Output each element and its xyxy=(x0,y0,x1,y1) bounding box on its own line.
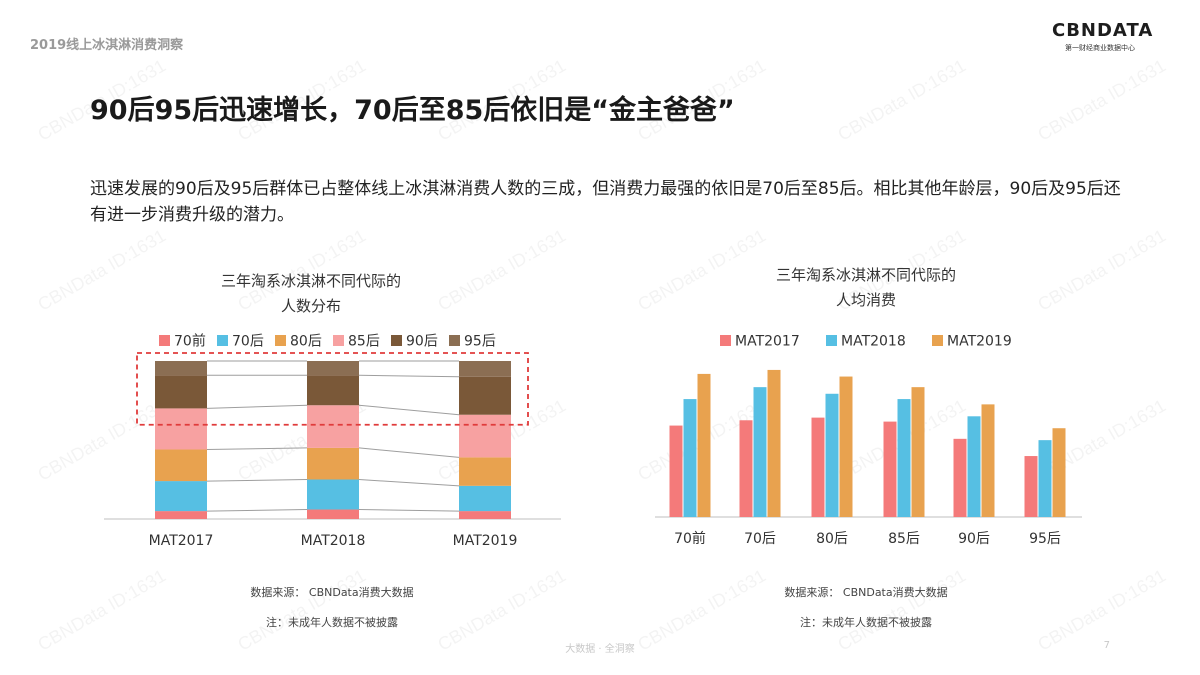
bar xyxy=(669,425,683,517)
legend-swatch xyxy=(333,335,344,346)
x-tick-label: MAT2017 xyxy=(149,533,214,549)
stacked-bar-segment xyxy=(155,408,207,450)
bar xyxy=(753,387,767,517)
bar xyxy=(1038,440,1052,517)
bar xyxy=(1024,456,1038,517)
left-source-note: 数据来源： CBNData消费大数据 xyxy=(250,585,413,599)
x-tick-label: 70前 xyxy=(674,530,706,547)
legend-label: MAT2018 xyxy=(841,334,906,350)
bar xyxy=(883,421,897,517)
legend-swatch xyxy=(275,335,286,346)
legend-label: MAT2019 xyxy=(947,334,1012,350)
footer-slogan: 大数据 · 全洞察 xyxy=(565,644,635,655)
left-chart-legend: 70前 70后 80后 85后 90后 95后 xyxy=(159,333,496,350)
legend-swatch xyxy=(449,335,460,346)
bar xyxy=(839,376,853,517)
segment-connector-line xyxy=(358,374,460,378)
segment-connector-line xyxy=(358,404,460,416)
slide-headline: 90后95后迅速增长，70后至85后依旧是“金主爸爸” xyxy=(90,95,735,126)
legend-swatch xyxy=(826,335,837,346)
stacked-bar-segment xyxy=(155,375,207,409)
legend-label: 95后 xyxy=(464,334,496,350)
segment-connector-line xyxy=(206,479,308,482)
right-chart-title-line1: 三年淘系冰淇淋不同代际的 xyxy=(776,266,956,284)
right-source-note: 数据来源： CBNData消费大数据 xyxy=(784,585,947,599)
stacked-bar-segment xyxy=(459,457,511,486)
stacked-bar-segment xyxy=(459,485,511,512)
bar xyxy=(697,373,711,517)
logo-subtitle: 第一财经商业数据中心 xyxy=(1065,44,1135,52)
bar xyxy=(967,416,981,517)
segment-connector-line xyxy=(206,447,308,450)
right-chart-title-line2: 人均消费 xyxy=(836,291,896,309)
legend-swatch xyxy=(159,335,170,346)
legend-label: 80后 xyxy=(290,334,322,350)
bar xyxy=(739,420,753,517)
bar xyxy=(825,393,839,517)
cbndata-logo: CBNDATA 第一财经商业数据中心 xyxy=(1052,20,1154,53)
highlight-box xyxy=(136,352,529,426)
stacked-bar-segment xyxy=(459,376,511,415)
x-tick-label: MAT2019 xyxy=(453,533,518,549)
segment-connector-line xyxy=(358,509,460,512)
right-grouped-bar-chart: 70前 70后 80后 85后 90后 95后 xyxy=(655,369,1082,547)
segment-connector-line xyxy=(206,509,308,512)
bar xyxy=(1052,428,1066,517)
segment-connector-line xyxy=(358,447,460,458)
left-chart-title-line2: 人数分布 xyxy=(281,297,341,315)
legend-label: 70前 xyxy=(174,333,206,350)
stacked-bar-segment xyxy=(155,511,207,519)
stacked-bar-segment xyxy=(307,361,359,376)
legend-label: 85后 xyxy=(348,334,380,350)
slide-description: 迅速发展的90后及95后群体已占整体线上冰淇淋消费人数的三成，但消费力最强的依旧… xyxy=(90,179,1121,225)
page-number: 7 xyxy=(1103,640,1110,651)
legend-swatch xyxy=(391,335,402,346)
right-chart-legend: MAT2017 MAT2018 MAT2019 xyxy=(720,334,1012,350)
stacked-bar-segment xyxy=(307,479,359,510)
bar xyxy=(897,399,911,517)
x-tick-label: 70后 xyxy=(744,531,776,547)
bar xyxy=(981,404,995,517)
stacked-bar-segment xyxy=(307,375,359,406)
stacked-bar-segment xyxy=(459,361,511,377)
bar xyxy=(911,387,925,517)
x-tick-label: 85后 xyxy=(888,531,920,547)
legend-swatch xyxy=(217,335,228,346)
stacked-bar-segment xyxy=(459,414,511,458)
bar xyxy=(811,417,825,517)
legend-label: 70后 xyxy=(232,334,264,350)
bar xyxy=(767,369,781,517)
stacked-bar-segment xyxy=(459,511,511,519)
bar xyxy=(683,399,697,517)
x-tick-label: 95后 xyxy=(1029,531,1061,547)
segment-connector-line xyxy=(206,404,308,409)
logo-wordmark: CBNDATA xyxy=(1052,20,1154,41)
stacked-bar-segment xyxy=(155,361,207,376)
stacked-bar-segment xyxy=(155,449,207,482)
x-tick-label: MAT2018 xyxy=(301,533,366,549)
report-title: 2019线上冰淇淋消费洞察 xyxy=(30,38,184,53)
bar xyxy=(953,438,967,517)
stacked-bar-segment xyxy=(155,481,207,512)
legend-label: 90后 xyxy=(406,334,438,350)
legend-swatch xyxy=(720,335,731,346)
x-tick-label: 80后 xyxy=(816,531,848,547)
stacked-bar-segment xyxy=(307,405,359,448)
right-footnote: 注：未成年人数据不被披露 xyxy=(800,615,932,629)
left-chart-title-line1: 三年淘系冰淇淋不同代际的 xyxy=(221,272,401,290)
stacked-bar-segment xyxy=(307,447,359,480)
segment-connector-line xyxy=(358,479,460,487)
left-stacked-bar-chart: MAT2017 MAT2018 MAT2019 xyxy=(104,352,561,549)
legend-swatch xyxy=(932,335,943,346)
legend-label: MAT2017 xyxy=(735,334,800,350)
x-tick-label: 90后 xyxy=(958,531,990,547)
left-footnote: 注：未成年人数据不被披露 xyxy=(266,615,398,629)
stacked-bar-segment xyxy=(307,509,359,519)
